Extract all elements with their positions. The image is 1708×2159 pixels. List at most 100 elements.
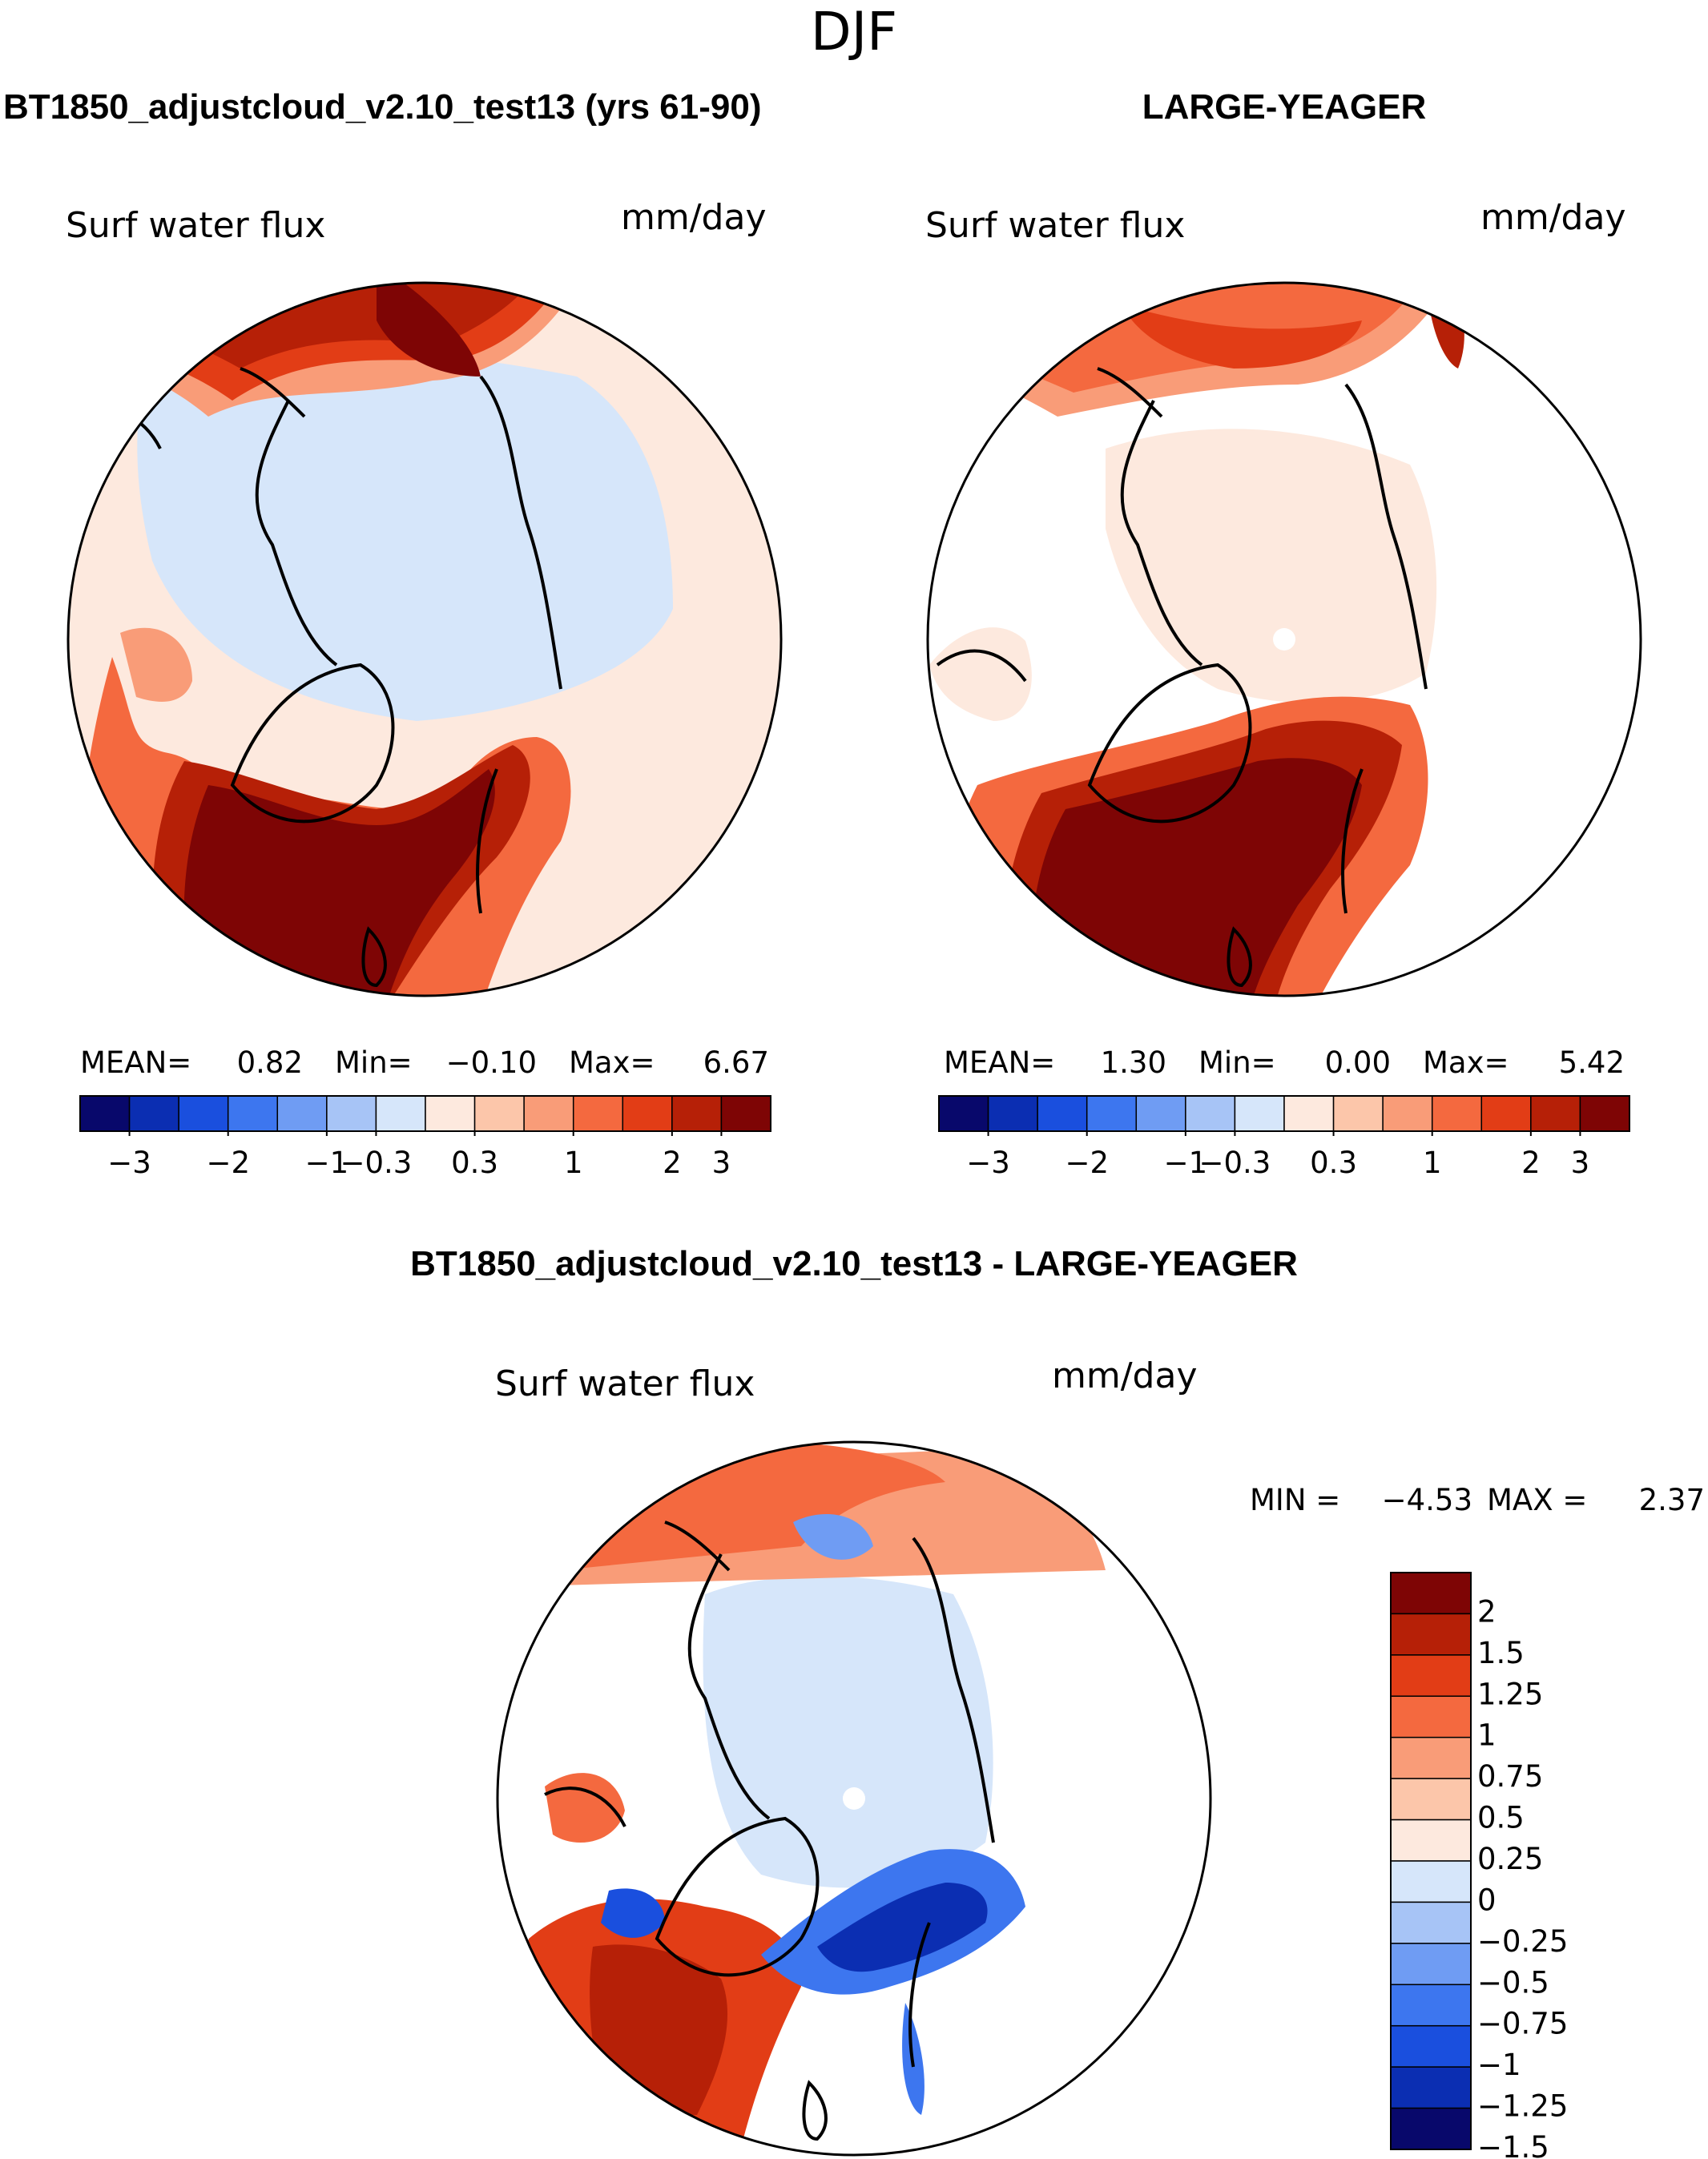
panel-b-coastlines [936, 367, 1428, 988]
panel-c-colorbar-tick-label: −1 [1477, 2048, 1521, 2082]
panel-a-colorbar-tick-label: 1 [564, 1146, 583, 1180]
panel-b-colorbar-swatch [1431, 1095, 1483, 1132]
panel-c-colorbar-tick-label: 1 [1477, 1718, 1497, 1753]
panel-c-variable-label: Surf water flux [495, 1363, 755, 1404]
panel-c-colorbar-swatch [1390, 1901, 1472, 1944]
panel-b-mean-value: 1.30 [1101, 1045, 1166, 1080]
panel-c-arctic-field [703, 1576, 993, 1888]
panel-c-labrador-negative-field [601, 1888, 665, 1938]
panel-a-mean-value: 0.82 [237, 1045, 303, 1080]
panel-a-arctic-field [137, 349, 674, 721]
panel-b-colorbar-swatch [1185, 1095, 1236, 1132]
panel-c-colorbar-frame [1390, 1572, 1472, 2150]
panel-c-colorbar-tick-label: 1.5 [1477, 1636, 1525, 1670]
panel-b-map [926, 281, 1642, 997]
panel-c-barents-core-field [817, 1883, 988, 1972]
panel-b-colorbar-swatch [1332, 1095, 1384, 1132]
panel-a-colorbar-swatch [720, 1095, 771, 1132]
panel-b-colorbar-swatch [1037, 1095, 1088, 1132]
panel-b-colorbar-tick-label: 3 [1571, 1146, 1590, 1180]
panel-c-bering-negative-field [793, 1514, 873, 1560]
panel-c-map [496, 1440, 1212, 2157]
panel-c-colorbar-tick-label: 2 [1477, 1594, 1497, 1629]
panel-a-colorbar-tick-label: −0.3 [340, 1146, 412, 1180]
panel-b-colorbar-tick-label: 0.3 [1310, 1146, 1357, 1180]
panel-b-hudson-field [929, 627, 1032, 721]
panel-c-colorbar-swatch [1390, 2107, 1472, 2150]
panel-c-min-label: MIN = [1250, 1483, 1340, 1517]
panel-b-colorbar-swatch [1530, 1095, 1581, 1132]
panel-c-colorbar-swatch [1390, 1943, 1472, 1986]
panel-b-colorbar-swatch [1234, 1095, 1285, 1132]
panel-c-colorbar-swatch [1390, 1984, 1472, 2027]
panel-b-colorbar-frame [938, 1095, 1630, 1132]
panel-a-colorbar-tick-label: −3 [107, 1146, 151, 1180]
panel-a-colorbar-swatch [326, 1095, 377, 1132]
panel-c-colorbar: 2 1.5 1.25 1 0.75 0.5 0.25 0 −0.25 −0.5 −0.75 −1 −1.… [1390, 1572, 1568, 2159]
panel-a-colorbar-swatch [671, 1095, 723, 1132]
panel-b-stats: MEAN= 1.30 Min= 0.00 Max= 5.42 [944, 1045, 1625, 1080]
panel-a-variable-label: Surf water flux [66, 205, 325, 246]
panel-c-colorbar-tick-label: 0.5 [1477, 1801, 1525, 1835]
panel-a-colorbar-swatch [572, 1095, 624, 1132]
panel-c-min-value: −4.53 [1382, 1483, 1472, 1517]
panel-a-mean-label: MEAN= [80, 1045, 191, 1080]
panel-c-title: BT1850_adjustcloud_v2.10_test13 - LARGE-… [410, 1244, 1298, 1283]
panel-a-max-label: Max= [569, 1045, 655, 1080]
panel-c-pacific-core-field [561, 1442, 945, 1570]
panel-c-colorbar-swatch [1390, 2066, 1472, 2109]
panel-b-colorbar-swatch [1135, 1095, 1186, 1132]
panel-b-colorbar-tick-label: −3 [966, 1146, 1010, 1180]
panel-c-colorbar-tick-label: 0.75 [1477, 1759, 1543, 1794]
panel-a-colorbar-tick-label: −1 [305, 1146, 349, 1180]
panel-b-colorbar-swatch [1382, 1095, 1433, 1132]
panel-a-pole-field [394, 614, 455, 659]
panel-a-title: BT1850_adjustcloud_v2.10_test13 (yrs 61-… [3, 87, 762, 127]
panel-a-map [66, 281, 783, 997]
panel-c-colorbar-swatch [1390, 1695, 1472, 1738]
panel-a-atlantic-core-field [183, 769, 495, 996]
panel-c-max-value: 2.37 [1639, 1483, 1705, 1517]
panel-b-map-border [926, 281, 1642, 997]
panel-b-max-label: Max= [1423, 1045, 1509, 1080]
panel-c-max-label: MAX = [1487, 1483, 1587, 1517]
panel-a-units-label: mm/day [621, 197, 766, 238]
panel-a-colorbar-swatch [79, 1095, 131, 1132]
panel-a-colorbar: −3 −2 −1−0.3 0.3 1 2 3 [79, 1095, 771, 1180]
panel-c-hudson-field [545, 1773, 625, 1843]
panel-a-colorbar-swatch [128, 1095, 179, 1132]
panel-b-pacific-core-field [1122, 304, 1362, 369]
panel-b-colorbar-swatch [938, 1095, 989, 1132]
panel-b-max-value: 5.42 [1559, 1045, 1625, 1080]
panel-a-min-label: Min= [335, 1045, 413, 1080]
panel-c-colorbar-tick-label: −0.25 [1477, 1924, 1568, 1959]
panel-c-colorbar-tick-label: −1.25 [1477, 2089, 1568, 2124]
panel-c-colorbar-tick-label: 0.25 [1477, 1842, 1543, 1876]
panel-b-units-label: mm/day [1480, 197, 1625, 238]
panel-b-arctic-field [1106, 429, 1437, 703]
panel-a-min-value: −0.10 [446, 1045, 537, 1080]
panel-b-colorbar-tick-label: −0.3 [1198, 1146, 1271, 1180]
panel-a-colorbar-tick-label: 2 [663, 1146, 682, 1180]
panel-c-atlantic-core-field [590, 1944, 728, 2115]
panel-c-colorbar-tick-label: −1.5 [1477, 2130, 1549, 2159]
panel-b-colorbar-swatch [1579, 1095, 1630, 1132]
panel-b-colorbar-tick-label: −2 [1065, 1146, 1109, 1180]
panel-c-colorbar-tick-label: 1.25 [1477, 1677, 1543, 1711]
panel-a-colorbar-swatch [425, 1095, 476, 1132]
panel-a-map-border [66, 281, 783, 997]
panel-a-colorbar-tick-label: 0.3 [451, 1146, 498, 1180]
panel-b-colorbar-tick-label: 1 [1423, 1146, 1442, 1180]
panel-b-mean-label: MEAN= [944, 1045, 1055, 1080]
panel-c-colorbar-swatch [1390, 1778, 1472, 1821]
panel-c-units-label: mm/day [1052, 1355, 1197, 1396]
panel-a-coastlines [79, 367, 562, 988]
panel-b-pole-missing [1273, 628, 1295, 651]
panel-c-colorbar-swatch [1390, 1736, 1472, 1779]
panel-a-pacific-core-field [377, 283, 481, 377]
panel-c-colorbar-swatch [1390, 2024, 1472, 2068]
panel-b-colorbar-tick-label: 2 [1521, 1146, 1541, 1180]
panel-c-colorbar-tick-label: −0.5 [1477, 1965, 1549, 2000]
panel-a-colorbar-swatch [622, 1095, 673, 1132]
